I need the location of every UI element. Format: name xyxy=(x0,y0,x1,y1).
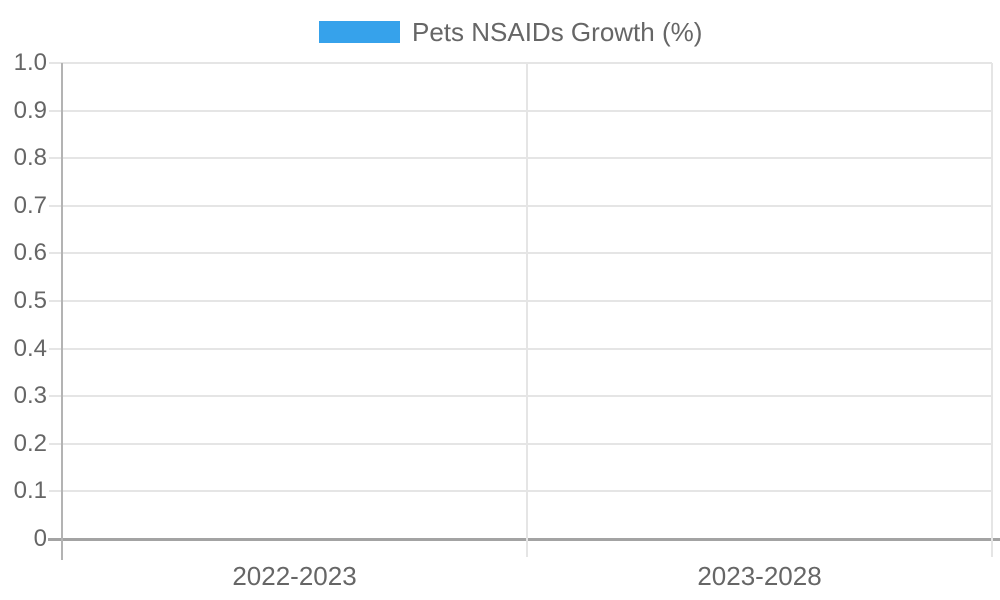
gridline xyxy=(49,252,992,255)
y-axis-tick-label: 0.6 xyxy=(13,239,47,267)
category-divider xyxy=(526,63,528,557)
x-axis-tick-label: 2023-2028 xyxy=(697,561,822,591)
y-axis-tick-label: 0.2 xyxy=(13,429,47,457)
gridline xyxy=(49,109,992,112)
y-axis-line xyxy=(61,63,63,560)
gridline xyxy=(49,395,992,398)
y-axis-tick-label: 0 xyxy=(33,525,47,552)
gridline xyxy=(49,157,992,160)
legend-label: Pets NSAIDs Growth (%) xyxy=(412,17,703,47)
legend-item[interactable]: Pets NSAIDs Growth (%) xyxy=(319,19,702,45)
gridline xyxy=(49,347,992,350)
y-axis-tick-label: 0.5 xyxy=(13,287,47,314)
y-axis-tick-label: 0.9 xyxy=(13,96,47,124)
y-axis-tick-label: 0.1 xyxy=(13,477,47,505)
x-axis-line xyxy=(48,538,1000,541)
x-axis-tick-label: 2022-2023 xyxy=(232,561,357,591)
y-axis-tick-label: 1.0 xyxy=(13,49,47,76)
category-divider xyxy=(991,63,993,557)
legend-swatch xyxy=(319,21,400,43)
gridline xyxy=(49,442,992,445)
gridline xyxy=(49,300,992,302)
y-axis-tick-label: 0.7 xyxy=(13,191,47,219)
gridline xyxy=(49,490,992,493)
y-axis-tick-label: 0.8 xyxy=(13,144,47,172)
y-axis-tick-label: 0.3 xyxy=(13,382,47,410)
y-axis-tick-label: 0.4 xyxy=(13,334,47,362)
gridline xyxy=(49,62,992,64)
gridline xyxy=(49,204,992,207)
